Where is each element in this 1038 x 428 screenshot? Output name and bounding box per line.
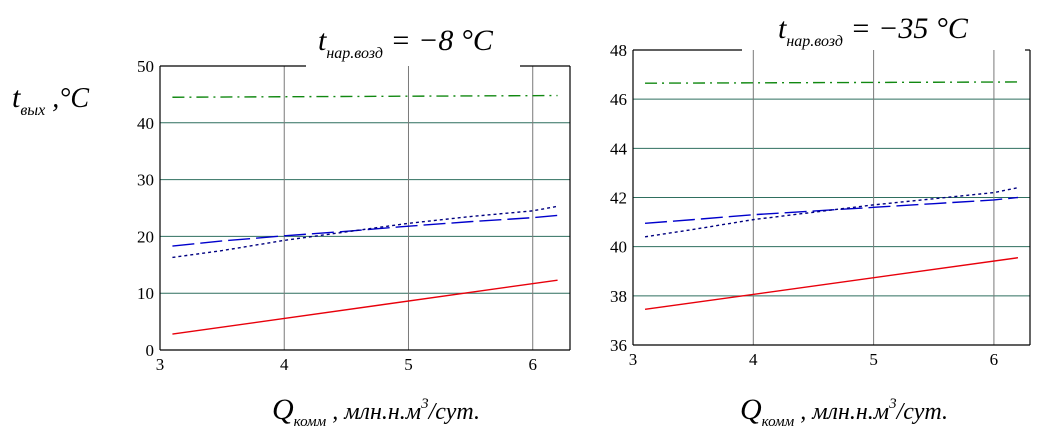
title-left: tнар.возд = −8 °C — [318, 24, 494, 62]
title-right: tнар.возд = −35 °C — [778, 12, 969, 50]
xtick-label: 3 — [156, 355, 165, 374]
ytick-label: 38 — [610, 287, 627, 306]
xlabel-left: Qкомм , млн.н.м3/сут. — [272, 393, 480, 428]
ytick-label: 44 — [610, 139, 628, 158]
xtick-label: 4 — [749, 350, 758, 369]
ytick-label: 30 — [137, 171, 154, 190]
xtick-label: 3 — [629, 350, 638, 369]
series-line — [172, 205, 558, 259]
xtick-label: 5 — [404, 355, 413, 374]
series-line — [644, 186, 1019, 238]
plot-area-left: 0 10 20 30 40 50 3 4 5 6 — [137, 57, 571, 374]
ytick-label: 48 — [610, 41, 627, 60]
ytick-label: 40 — [137, 114, 154, 133]
xtick-label: 5 — [869, 350, 878, 369]
ytick-label: 20 — [137, 227, 154, 246]
xtick-label: 4 — [280, 355, 289, 374]
plot-area-right: 36 38 40 42 44 46 48 3 4 5 6 — [610, 41, 1031, 369]
chart-right: 36 38 40 42 44 46 48 3 4 5 6 tнар.возд = −35 °C Qк… — [610, 12, 1031, 428]
series-line — [172, 94, 558, 98]
xlabel-right: Qкомм , млн.н.м3/сут. — [740, 393, 948, 428]
ytick-label: 36 — [610, 336, 627, 355]
chart-left: 0 10 20 30 40 50 3 4 5 6 tнар.возд = −8 °C tвых ,… — [12, 24, 571, 428]
ytick-label: 42 — [610, 189, 627, 208]
ytick-label: 0 — [146, 341, 155, 360]
xtick-label: 6 — [990, 350, 999, 369]
ylabel-left: tвых ,°C — [12, 81, 89, 119]
ytick-label: 46 — [610, 90, 627, 109]
series-line — [644, 257, 1019, 311]
series-line — [172, 214, 558, 247]
series-line — [645, 81, 1018, 84]
xtick-label: 6 — [528, 355, 537, 374]
series-line — [172, 279, 558, 335]
ytick-label: 40 — [610, 238, 627, 257]
ytick-label: 50 — [137, 57, 154, 76]
ytick-label: 10 — [137, 284, 154, 303]
